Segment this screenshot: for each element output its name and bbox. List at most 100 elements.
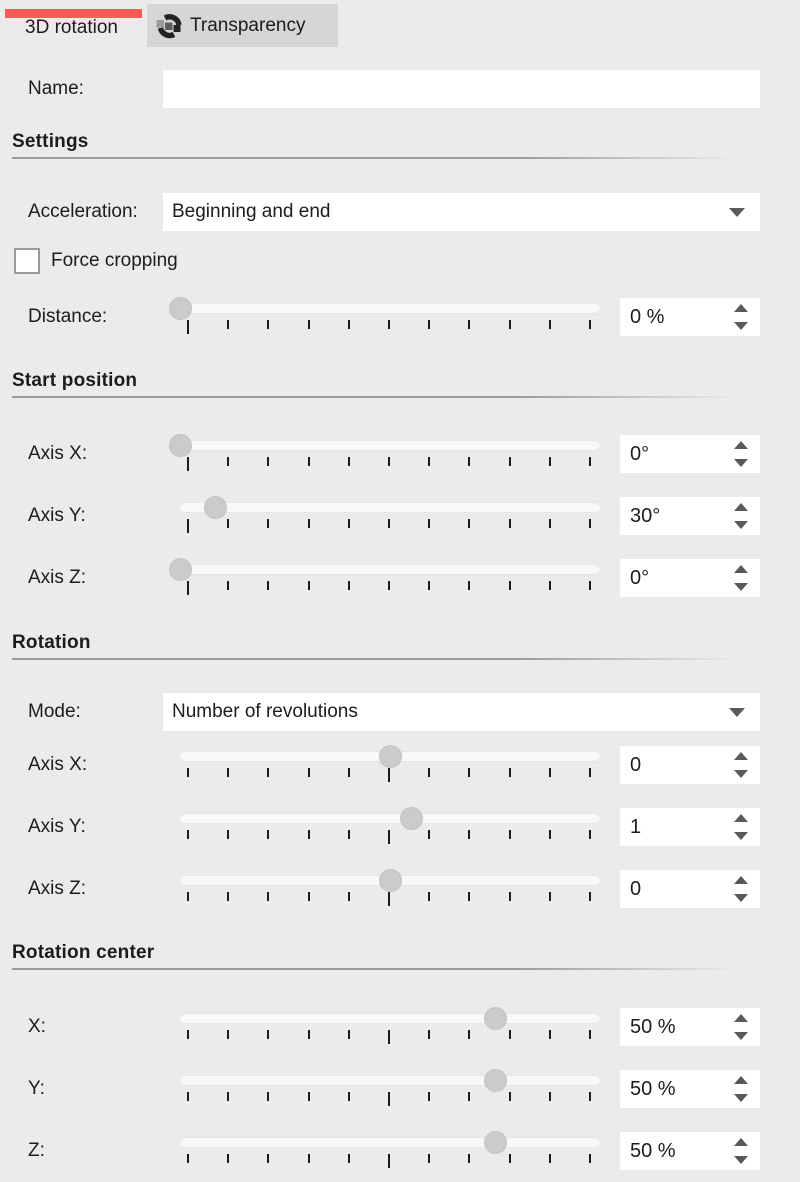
mode-value: Number of revolutions	[172, 701, 358, 722]
spinner-down-icon[interactable]	[734, 770, 748, 778]
tab-transparency[interactable]: Transparency	[147, 4, 338, 47]
center-z-label: Z:	[28, 1140, 45, 1161]
spinner-arrows	[734, 1008, 748, 1046]
spinner-arrows	[734, 808, 748, 846]
section-divider	[12, 968, 760, 970]
rotation-center-heading-text: Rotation center	[12, 942, 155, 963]
spinner-up-icon[interactable]	[734, 1138, 748, 1146]
slider-thumb[interactable]	[169, 297, 192, 320]
acceleration-label: Acceleration:	[28, 201, 138, 222]
slider-track[interactable]	[180, 304, 600, 313]
slider-ticks	[187, 1092, 591, 1107]
spinner-value: 50 %	[630, 1139, 676, 1162]
slider-ticks	[187, 320, 591, 335]
tab-3d-rotation[interactable]: 3D rotation	[0, 9, 143, 47]
distance-slider[interactable]	[169, 296, 600, 338]
spinner-value: 30°	[630, 504, 661, 527]
start-axis-y-spinner[interactable]: 30°	[620, 497, 760, 535]
spinner-up-icon[interactable]	[734, 752, 748, 760]
center-y-slider[interactable]	[180, 1068, 600, 1110]
spinner-arrows	[734, 559, 748, 597]
start-axis-z-spinner[interactable]: 0°	[620, 559, 760, 597]
spinner-up-icon[interactable]	[734, 503, 748, 511]
spinner-value: 0	[630, 753, 642, 776]
distance-spinner[interactable]: 0 %	[620, 298, 760, 336]
spinner-up-icon[interactable]	[734, 304, 748, 312]
transparency-icon	[156, 13, 183, 39]
spinner-up-icon[interactable]	[734, 1014, 748, 1022]
slider-thumb[interactable]	[484, 1069, 507, 1092]
slider-track[interactable]	[180, 441, 600, 450]
rotation-center-section-heading: Rotation center	[12, 943, 760, 970]
slider-thumb[interactable]	[169, 434, 192, 457]
rotation-axis-x-slider[interactable]	[180, 744, 600, 786]
center-x-spinner[interactable]: 50 %	[620, 1008, 760, 1046]
spinner-down-icon[interactable]	[734, 832, 748, 840]
slider-track[interactable]	[180, 814, 600, 823]
start-axis-y-slider[interactable]	[180, 495, 600, 537]
start-axis-z-label: Axis Z:	[28, 567, 87, 588]
spinner-arrows	[734, 497, 748, 535]
slider-thumb[interactable]	[484, 1131, 507, 1154]
distance-label: Distance:	[28, 306, 108, 327]
slider-thumb[interactable]	[379, 869, 402, 892]
mode-row: Mode: Number of revolutions	[12, 693, 760, 731]
slider-track[interactable]	[180, 1014, 600, 1023]
dropdown-arrow-icon	[729, 208, 745, 217]
start-axis-x-spinner[interactable]: 0°	[620, 435, 760, 473]
spinner-down-icon[interactable]	[734, 521, 748, 529]
spinner-arrows	[734, 298, 748, 336]
slider-track[interactable]	[180, 565, 600, 574]
spinner-arrows	[734, 1132, 748, 1170]
slider-ticks	[187, 892, 591, 907]
slider-thumb[interactable]	[169, 558, 192, 581]
spinner-down-icon[interactable]	[734, 1156, 748, 1164]
center-z-slider[interactable]	[180, 1130, 600, 1172]
name-row: Name:	[12, 70, 760, 108]
spinner-down-icon[interactable]	[734, 459, 748, 467]
spinner-arrows	[734, 1070, 748, 1108]
start-axis-z-slider[interactable]	[169, 557, 600, 599]
section-divider	[12, 157, 760, 159]
slider-thumb[interactable]	[203, 496, 227, 519]
spinner-down-icon[interactable]	[734, 1032, 748, 1040]
slider-track[interactable]	[180, 503, 600, 512]
spinner-up-icon[interactable]	[734, 565, 748, 573]
rotation-axis-y-spinner[interactable]: 1	[620, 808, 760, 846]
spinner-arrows	[734, 435, 748, 473]
slider-thumb[interactable]	[400, 807, 423, 830]
slider-track[interactable]	[180, 1076, 600, 1085]
rotation-axis-x-spinner[interactable]: 0	[620, 746, 760, 784]
spinner-down-icon[interactable]	[734, 322, 748, 330]
spinner-down-icon[interactable]	[734, 1094, 748, 1102]
start-axis-y-label: Axis Y:	[28, 505, 86, 526]
spinner-up-icon[interactable]	[734, 441, 748, 449]
slider-thumb[interactable]	[484, 1007, 507, 1030]
name-input[interactable]	[163, 70, 760, 108]
spinner-up-icon[interactable]	[734, 814, 748, 822]
active-tab-indicator	[5, 9, 142, 18]
spinner-down-icon[interactable]	[734, 583, 748, 591]
slider-track[interactable]	[180, 1138, 600, 1147]
slider-ticks	[187, 519, 591, 534]
slider-ticks	[187, 1154, 591, 1169]
rotation-axis-z-slider[interactable]	[180, 868, 600, 910]
slider-thumb[interactable]	[379, 745, 402, 768]
start-axis-x-slider[interactable]	[169, 433, 600, 475]
acceleration-dropdown[interactable]: Beginning and end	[163, 193, 760, 231]
start-axis-x-label: Axis X:	[28, 443, 88, 464]
center-z-spinner[interactable]: 50 %	[620, 1132, 760, 1170]
rotation-axis-z-spinner[interactable]: 0	[620, 870, 760, 908]
center-x-slider[interactable]	[180, 1006, 600, 1048]
spinner-up-icon[interactable]	[734, 1076, 748, 1084]
slider-ticks	[187, 457, 591, 472]
mode-dropdown[interactable]: Number of revolutions	[163, 693, 760, 731]
start-axis-y-row: Axis Y: 30°	[12, 485, 760, 547]
center-y-row: Y: 50 %	[12, 1058, 760, 1120]
rotation-axis-y-slider[interactable]	[180, 806, 600, 848]
spinner-up-icon[interactable]	[734, 876, 748, 884]
force-cropping-checkbox[interactable]	[14, 248, 40, 274]
center-y-spinner[interactable]: 50 %	[620, 1070, 760, 1108]
spinner-down-icon[interactable]	[734, 894, 748, 902]
rotation-axis-x-row: Axis X: 0	[12, 734, 760, 796]
